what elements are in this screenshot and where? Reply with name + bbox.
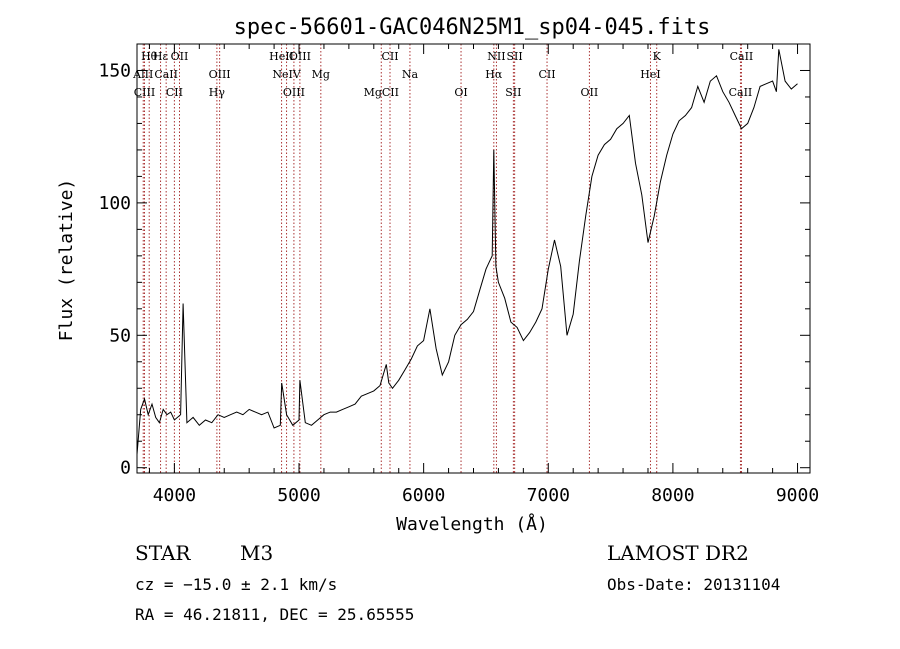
marker-label: HeII [269, 50, 294, 63]
x-tick-label: 6000 [402, 485, 445, 506]
marker-label: MgCII [364, 86, 399, 99]
marker-label: CaII [729, 86, 753, 99]
marker-label: OII [171, 50, 189, 63]
x-tick-label: 5000 [277, 485, 320, 506]
marker-label: Hγ [209, 86, 226, 99]
marker-label: Na [402, 68, 419, 81]
spectrum-line [136, 49, 798, 455]
object-subclass: M3 [240, 541, 273, 565]
marker-label: K [653, 50, 662, 63]
y-tick-label: 100 [98, 193, 131, 214]
survey-name: LAMOST DR2 [607, 541, 749, 565]
plot-frame [136, 43, 811, 474]
marker-label: OIII [209, 68, 231, 81]
x-axis-label: Wavelength (Å) [396, 513, 548, 535]
marker-label: CII [381, 50, 398, 63]
marker-label: CaII [154, 68, 178, 81]
y-tick-label: 50 [109, 325, 131, 346]
chart-title: spec-56601-GAC046N25M1_sp04-045.fits [234, 15, 711, 40]
marker-label: SII [507, 50, 523, 63]
marker-label: Hα [485, 68, 503, 81]
y-axis-label: Flux (relative) [56, 179, 77, 342]
marker-label: CII [538, 68, 555, 81]
marker-label: OIII [289, 50, 311, 63]
marker-label: AlII [132, 68, 153, 81]
redshift-text: cz = −15.0 ± 2.1 km/s [135, 575, 337, 594]
marker-label: Hε [153, 50, 169, 63]
object-class: STAR [135, 541, 191, 565]
obs-date: Obs-Date: 20131104 [607, 575, 780, 594]
marker-label: OIII [283, 86, 305, 99]
coordinates: RA = 46.21811, DEC = 25.65555 [135, 605, 414, 624]
y-tick-label: 150 [98, 60, 131, 81]
x-tick-label: 4000 [153, 485, 196, 506]
marker-label: HeI [640, 68, 660, 81]
marker-label: OI [454, 86, 467, 99]
x-tick-label: 7000 [527, 485, 570, 506]
marker-label: SII [505, 86, 521, 99]
y-tick-label: 0 [120, 458, 131, 479]
line-markers [142, 44, 742, 473]
marker-label: Mg [312, 68, 330, 81]
axis-ticks: 4000 5000 6000 7000 8000 9000 0 50 100 150 [98, 44, 819, 506]
marker-label: Hθ [141, 50, 158, 63]
marker-label: OII [581, 86, 599, 99]
marker-label: CIII [134, 86, 155, 99]
marker-labels: Hθ AlII CIII Hε CaII CII OII OIII Hγ HeII NeIV OIII… [132, 50, 753, 99]
x-tick-label: 8000 [651, 485, 694, 506]
marker-label: CaII [730, 50, 754, 63]
marker-label: CII [166, 86, 183, 99]
x-tick-label: 9000 [776, 485, 819, 506]
marker-label: NeIV [272, 68, 301, 81]
marker-label: NII [487, 50, 505, 63]
